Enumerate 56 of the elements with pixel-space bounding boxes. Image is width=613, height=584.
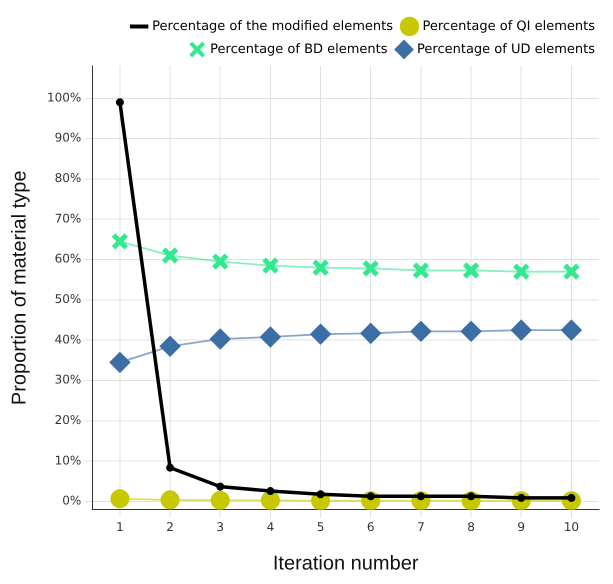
x-tick-label: 1 [116, 520, 124, 534]
point [210, 490, 230, 510]
point [310, 324, 332, 345]
point [260, 490, 280, 510]
point [562, 262, 580, 281]
x-tick-label: 8 [467, 520, 475, 534]
point [216, 482, 224, 491]
x-tick-label: 4 [266, 520, 274, 534]
point [360, 322, 382, 344]
y-tick-label: 60% [54, 252, 82, 266]
x-tick-label: 5 [316, 520, 324, 534]
legend-label: Percentage of QI elements [422, 18, 596, 34]
y-tick-label: 50% [54, 292, 82, 306]
y-tick-label: 0% [62, 494, 82, 508]
point [510, 320, 532, 341]
point [560, 320, 582, 341]
point [116, 98, 124, 106]
y-tick-label: 70% [54, 211, 82, 226]
point [111, 232, 129, 250]
y-tick-label: 90% [54, 130, 82, 145]
x-axis-title: Iteration number [272, 552, 419, 575]
y-tick-label: 80% [54, 171, 82, 186]
point [262, 256, 280, 274]
x-tick-label: 9 [517, 520, 526, 534]
point [362, 260, 380, 278]
x-tick-label: 7 [417, 520, 425, 534]
point [412, 262, 430, 280]
x-tick-label: 6 [366, 520, 375, 534]
point [210, 328, 231, 350]
x-tick-label: 10 [564, 520, 580, 534]
legend-label: Percentage of UD elements [417, 42, 596, 57]
y-tick-label: 10% [54, 453, 82, 468]
y-tick-label: 100% [46, 90, 82, 104]
point [410, 320, 432, 342]
point [316, 490, 325, 498]
point [160, 490, 180, 510]
y-axis-title: Proportion of material type [8, 170, 31, 406]
y-tick-label: 20% [54, 413, 82, 428]
legend-label: Percentage of BD elements [210, 42, 388, 57]
x-tick-label: 3 [216, 520, 224, 534]
point [462, 262, 480, 280]
point [312, 258, 330, 276]
point [110, 489, 130, 508]
point [512, 262, 530, 281]
point [161, 246, 179, 264]
y-tick-label: 40% [54, 332, 82, 346]
y-tick-label: 30% [54, 372, 82, 387]
point [211, 252, 230, 270]
legend-label: Percentage of the modified elements [152, 18, 394, 34]
point [260, 326, 281, 348]
point [160, 336, 181, 357]
point [109, 352, 130, 373]
point [166, 464, 174, 472]
point [460, 320, 482, 342]
point [266, 487, 274, 496]
x-tick-label: 2 [166, 520, 174, 534]
